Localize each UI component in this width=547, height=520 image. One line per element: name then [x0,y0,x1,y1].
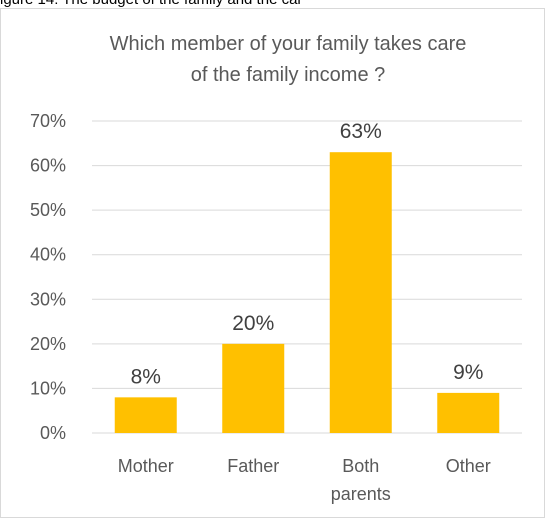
x-category-label: Both [342,456,379,476]
y-tick-label: 20% [30,334,66,354]
data-label: 8% [131,365,161,388]
data-label: 63% [340,120,382,143]
x-category-label: Mother [118,456,174,476]
data-label: 20% [232,312,274,335]
bar [329,152,392,433]
bars [114,152,500,433]
bar [437,392,500,433]
chart-title-line-1: Which member of your family takes care [110,33,467,55]
x-category-label: parents [331,484,391,504]
category-labels: Mother Father Both parents Other [118,456,491,504]
bar [114,397,177,433]
y-axis-ticks: 0% 10% 20% 30% 40% 50% 60% 70% [30,111,66,443]
data-labels: 8% 20% 63% 9% [131,120,484,388]
y-tick-label: 60% [30,156,66,176]
bar [222,343,285,433]
y-tick-label: 30% [30,289,66,309]
y-tick-label: 40% [30,245,66,265]
y-tick-label: 10% [30,378,66,398]
y-tick-label: 70% [30,111,66,131]
x-category-label: Father [227,456,279,476]
y-tick-label: 0% [40,423,66,443]
x-category-label: Other [446,456,491,476]
y-tick-label: 50% [30,200,66,220]
data-label: 9% [453,361,483,384]
figure-caption-strip: igure 14: The budget of the family and t… [0,0,547,8]
chart-title-line-2: of the family income ? [191,64,386,86]
figure-caption: igure 14: The budget of the family and t… [0,0,302,8]
